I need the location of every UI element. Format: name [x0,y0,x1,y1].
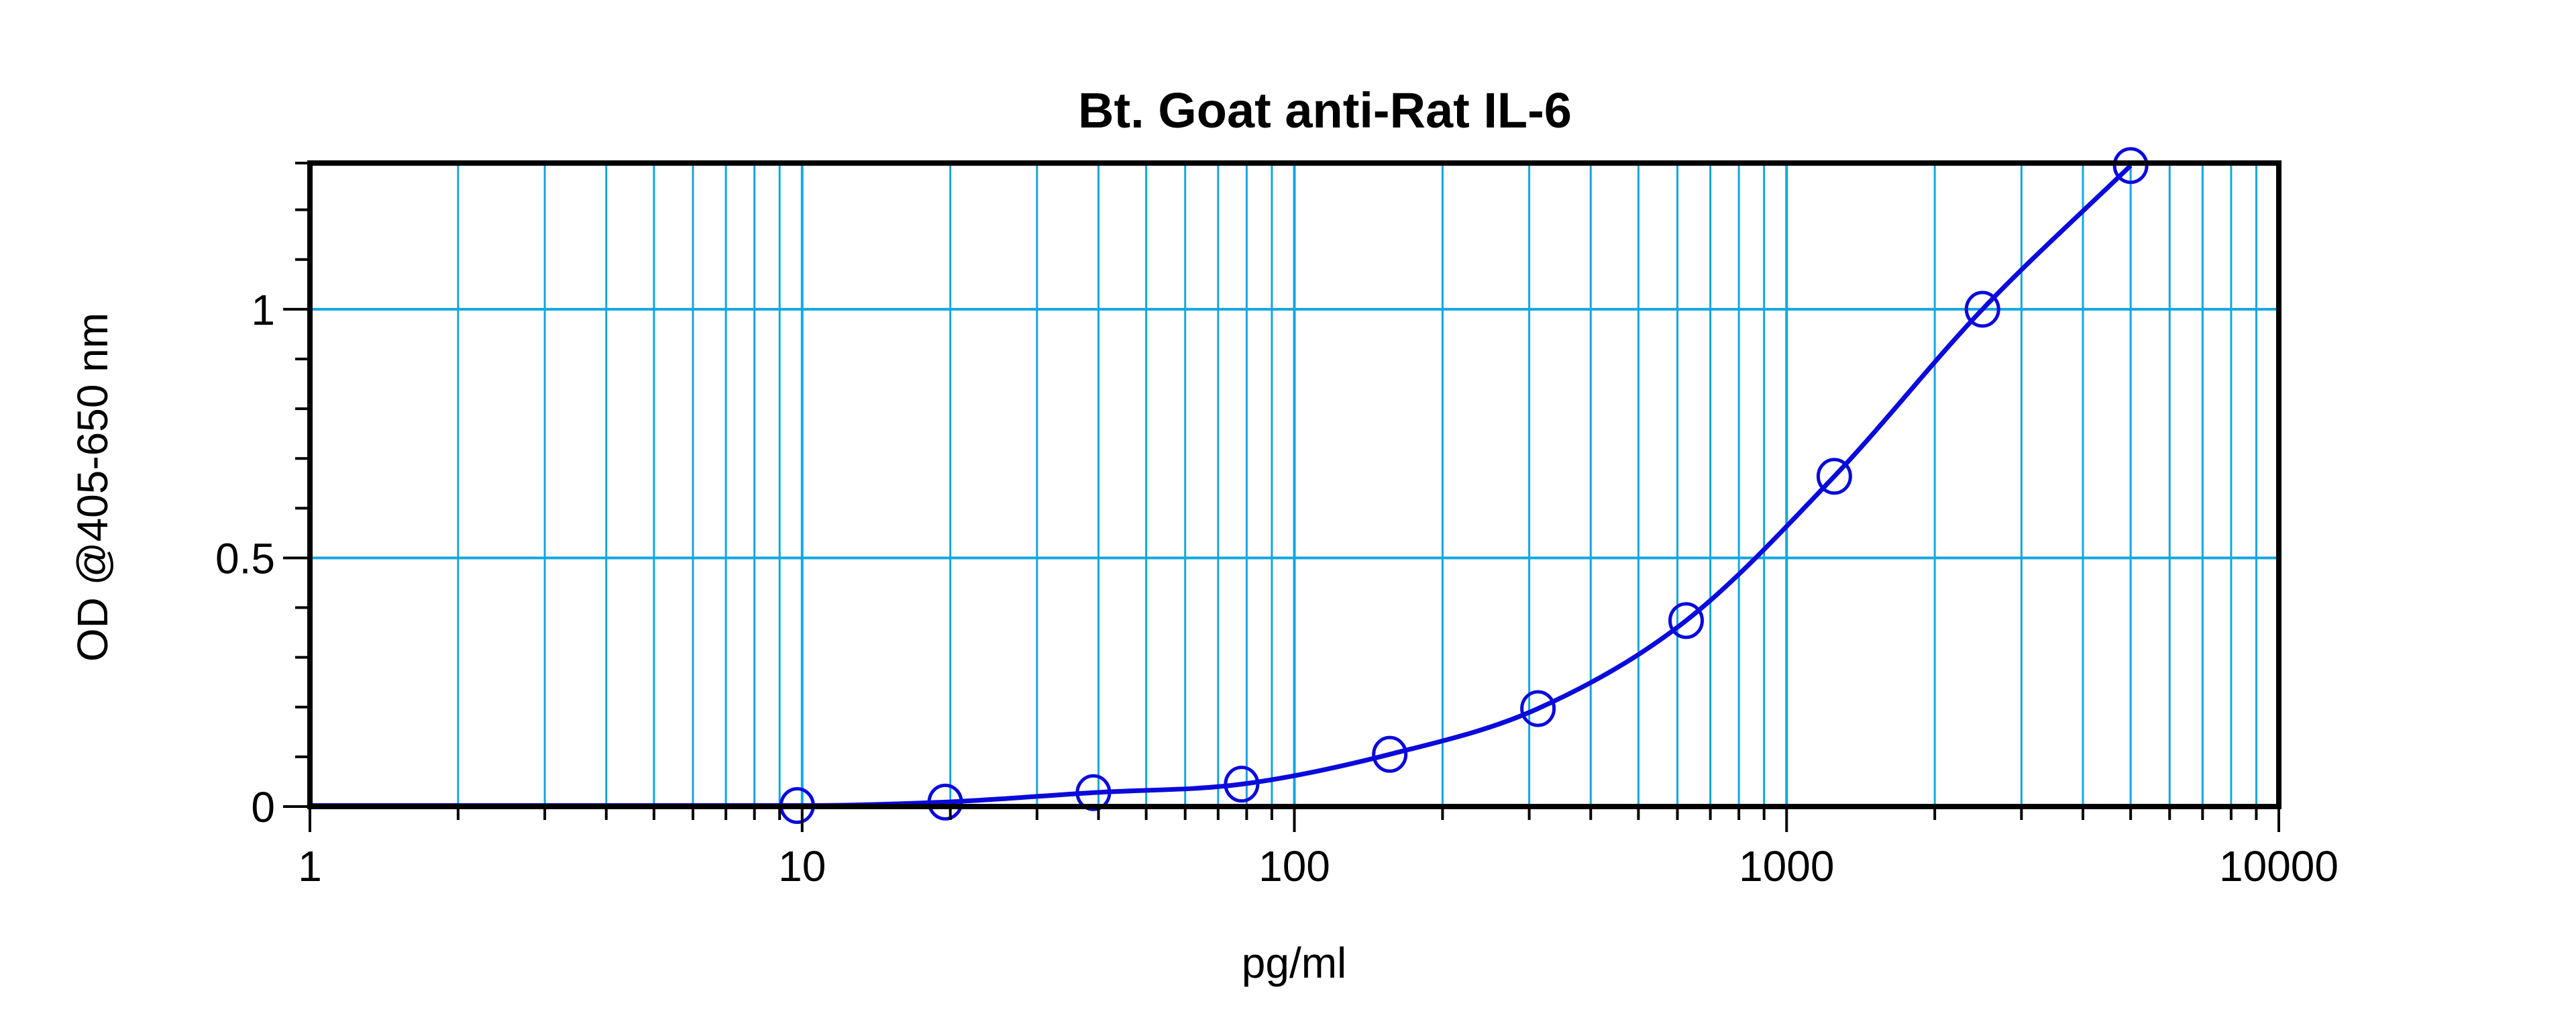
y-axis-label: OD @405-650 nm [68,313,117,662]
chart-title: Bt. Goat anti-Rat IL-6 [1078,83,1572,138]
y-axis-ticks: 00.51 [215,162,310,831]
data-markers [779,147,2149,825]
y-tick-label: 0 [251,783,275,831]
data-point-marker [1075,774,1112,811]
x-tick-label: 10000 [2219,842,2339,890]
data-point-marker [1224,766,1260,803]
x-axis-label: pg/ml [1242,939,1347,987]
x-tick-label: 10 [778,842,826,890]
data-point-marker [1668,602,1704,639]
fitted-curve [310,164,2133,809]
x-tick-label: 1 [298,842,322,890]
x-tick-label: 100 [1258,842,1330,890]
grid-lines [310,163,2279,807]
x-tick-label: 1000 [1739,842,1834,890]
data-point-marker [927,783,963,821]
y-tick-label: 1 [251,286,275,334]
x-axis-ticks: 1 10 100 1000 10000 [298,807,2339,890]
y-tick-label: 0.5 [215,534,275,582]
curve-path [310,164,2133,809]
data-point-marker [1964,291,2000,328]
data-point-marker [1372,735,1408,773]
data-point-marker [1816,458,1852,495]
data-point-marker [1520,690,1556,727]
